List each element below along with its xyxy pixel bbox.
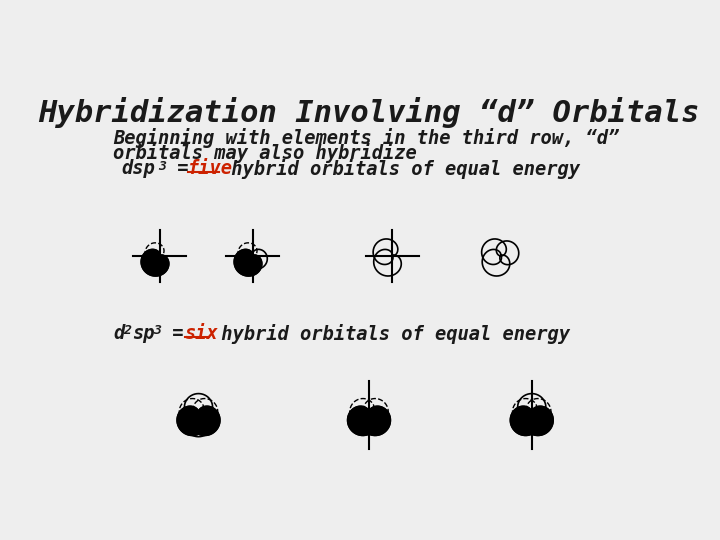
Polygon shape: [141, 249, 168, 276]
Text: five: five: [188, 159, 233, 178]
Text: Beginning with elements in the third row, “d”: Beginning with elements in the third row…: [113, 128, 619, 148]
Text: 3: 3: [153, 325, 161, 338]
Polygon shape: [177, 406, 206, 435]
Polygon shape: [348, 406, 377, 435]
Text: 2: 2: [123, 325, 131, 338]
Text: 3: 3: [158, 159, 166, 172]
Text: d: d: [113, 323, 125, 342]
Polygon shape: [191, 406, 220, 435]
Polygon shape: [361, 406, 390, 435]
Polygon shape: [510, 406, 539, 435]
Text: six: six: [184, 323, 218, 342]
Text: sp: sp: [132, 323, 154, 342]
Text: hybrid orbitals of equal energy: hybrid orbitals of equal energy: [210, 323, 570, 343]
Polygon shape: [524, 406, 553, 435]
Polygon shape: [234, 249, 262, 276]
Text: orbitals may also hybridize: orbitals may also hybridize: [113, 143, 417, 163]
Text: =: =: [166, 159, 199, 178]
Text: hybrid orbitals of equal energy: hybrid orbitals of equal energy: [220, 159, 580, 179]
Text: =: =: [161, 323, 195, 342]
Text: dsp: dsp: [121, 159, 155, 178]
Text: Hybridization Involving “d” Orbitals: Hybridization Involving “d” Orbitals: [38, 97, 700, 128]
